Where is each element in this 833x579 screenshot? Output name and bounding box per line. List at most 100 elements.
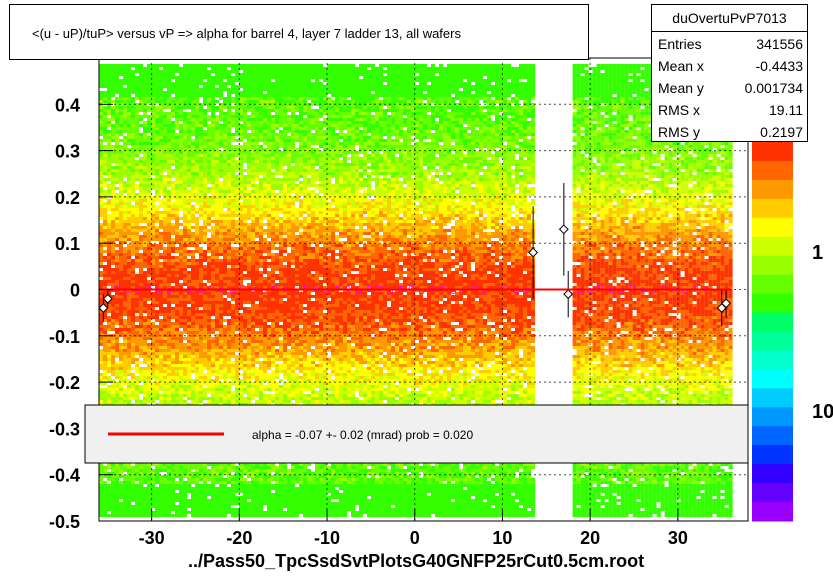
heatmap-cell — [107, 151, 111, 154]
heatmap-cell — [131, 394, 135, 397]
heatmap-cell — [191, 175, 195, 178]
heatmap-cell — [195, 211, 199, 214]
heatmap-cell — [107, 70, 111, 73]
heatmap-cell — [143, 97, 147, 100]
heatmap-cell — [183, 163, 187, 166]
heatmap-cell — [99, 319, 103, 322]
heatmap-cell — [155, 346, 159, 349]
heatmap-cell — [131, 469, 135, 472]
heatmap-cell — [111, 349, 115, 352]
heatmap-cell — [127, 328, 131, 331]
heatmap-cell — [235, 385, 239, 388]
heatmap-cell — [127, 496, 131, 499]
heatmap-cell — [115, 115, 119, 118]
heatmap-cell — [131, 325, 135, 328]
heatmap-cell — [119, 511, 123, 514]
heatmap-cell — [171, 496, 175, 499]
heatmap-cell — [191, 220, 195, 223]
heatmap-cell — [227, 163, 231, 166]
heatmap-cell — [111, 511, 115, 514]
heatmap-cell — [183, 91, 187, 94]
heatmap-cell — [171, 151, 175, 154]
heatmap-cell — [183, 76, 187, 79]
heatmap-cell — [223, 196, 227, 199]
heatmap-cell — [235, 292, 239, 295]
heatmap-cell — [139, 337, 143, 340]
heatmap-cell — [131, 235, 135, 238]
heatmap-cell — [135, 193, 139, 196]
heatmap-cell — [207, 307, 211, 310]
heatmap-cell — [191, 190, 195, 193]
heatmap-cell — [215, 223, 219, 226]
heatmap-cell — [123, 400, 127, 403]
heatmap-cell — [171, 340, 175, 343]
heatmap-cell — [211, 322, 215, 325]
heatmap-cell — [179, 145, 183, 148]
heatmap-cell — [119, 475, 123, 478]
heatmap-cell — [135, 400, 139, 403]
heatmap-cell — [171, 169, 175, 172]
heatmap-cell — [179, 319, 183, 322]
heatmap-cell — [191, 139, 195, 142]
heatmap-cell — [171, 265, 175, 268]
heatmap-cell — [211, 211, 215, 214]
heatmap-cell — [167, 202, 171, 205]
heatmap-cell — [195, 238, 199, 241]
heatmap-cell — [111, 160, 115, 163]
heatmap-cell — [143, 238, 147, 241]
heatmap-cell — [171, 379, 175, 382]
heatmap-cell — [223, 388, 227, 391]
heatmap-cell — [151, 172, 155, 175]
heatmap-cell — [135, 316, 139, 319]
heatmap-cell — [227, 124, 231, 127]
heatmap-cell — [215, 322, 219, 325]
heatmap-cell — [99, 115, 103, 118]
heatmap-cell — [115, 229, 119, 232]
heatmap-cell — [167, 199, 171, 202]
heatmap-cell — [103, 361, 107, 364]
heatmap-cell — [207, 301, 211, 304]
heatmap-cell — [131, 163, 135, 166]
heatmap-cell — [107, 364, 111, 367]
heatmap-cell — [183, 100, 187, 103]
heatmap-cell — [103, 139, 107, 142]
heatmap-cell — [135, 76, 139, 79]
heatmap-cell — [239, 160, 243, 163]
heatmap-cell — [199, 124, 203, 127]
heatmap-cell — [99, 514, 103, 517]
heatmap-cell — [223, 88, 227, 91]
heatmap-cell — [163, 391, 167, 394]
heatmap-cell — [239, 172, 243, 175]
heatmap-cell — [111, 220, 115, 223]
heatmap-cell — [239, 226, 243, 229]
heatmap-cell — [163, 307, 167, 310]
heatmap-cell — [167, 67, 171, 70]
heatmap-cell — [127, 115, 131, 118]
heatmap-cell — [127, 370, 131, 373]
heatmap-cell — [211, 352, 215, 355]
heatmap-cell — [175, 499, 179, 502]
heatmap-cell — [195, 349, 199, 352]
heatmap-cell — [155, 262, 159, 265]
heatmap-cell — [215, 310, 219, 313]
heatmap-cell — [159, 331, 163, 334]
heatmap-cell — [211, 478, 215, 481]
heatmap-cell — [111, 235, 115, 238]
heatmap-cell — [227, 193, 231, 196]
heatmap-cell — [227, 463, 231, 466]
heatmap-cell — [219, 502, 223, 505]
heatmap-cell — [195, 172, 199, 175]
heatmap-cell — [215, 190, 219, 193]
heatmap-cell — [115, 295, 119, 298]
heatmap-cell — [211, 124, 215, 127]
heatmap-cell — [163, 208, 167, 211]
heatmap-cell — [115, 277, 119, 280]
heatmap-cell — [231, 496, 235, 499]
heatmap-cell — [215, 502, 219, 505]
heatmap-cell — [179, 373, 183, 376]
heatmap-cell — [99, 358, 103, 361]
heatmap-cell — [223, 187, 227, 190]
heatmap-cell — [103, 271, 107, 274]
heatmap-cell — [215, 358, 219, 361]
heatmap-cell — [99, 166, 103, 169]
